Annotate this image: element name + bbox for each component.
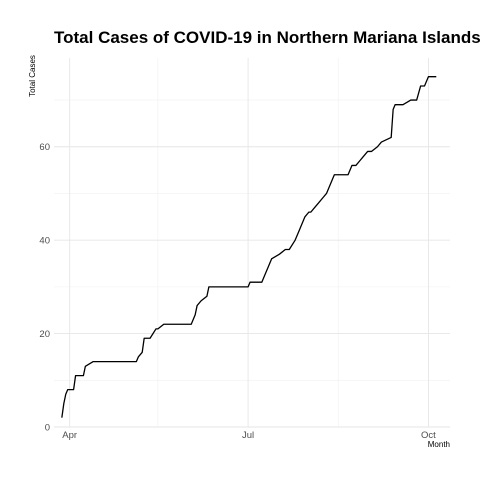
x-axis-title: Month xyxy=(428,440,450,449)
y-tick-label: 20 xyxy=(39,329,50,340)
y-tick-label: 40 xyxy=(39,236,50,247)
y-tick-label: 60 xyxy=(39,142,50,153)
y-tick-label: 0 xyxy=(45,423,50,434)
series-line-total-cases xyxy=(61,76,437,418)
chart-title: Total Cases of COVID-19 in Northern Mari… xyxy=(54,28,480,47)
series-layer xyxy=(61,76,437,418)
grid xyxy=(54,58,450,428)
x-axis-ticks: Apr Jul Oct xyxy=(62,430,436,441)
x-tick-label: Apr xyxy=(62,430,77,441)
x-tick-label: Jul xyxy=(242,430,254,441)
x-tick-label: Oct xyxy=(421,430,436,441)
y-axis-title: Total Cases xyxy=(28,55,37,97)
y-axis-ticks: 0 20 40 60 xyxy=(39,142,50,433)
